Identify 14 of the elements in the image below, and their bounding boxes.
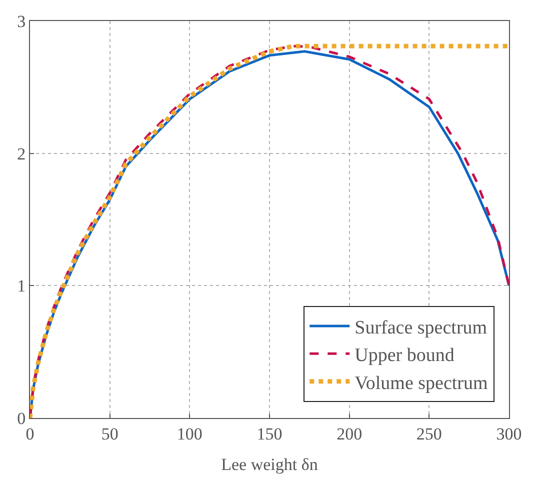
x-tick-label: 200	[336, 424, 362, 444]
x-tick-label: 50	[101, 424, 118, 444]
x-tick-label: 100	[176, 424, 202, 444]
y-tick-label: 3	[17, 12, 26, 31]
x-tick-label: 150	[256, 424, 282, 444]
legend-label: Volume spectrum	[354, 372, 488, 394]
x-tick-label: 300	[496, 424, 522, 444]
y-tick-label: 1	[17, 276, 26, 296]
y-tick-label: 0	[17, 408, 26, 428]
legend-label: Surface spectrum	[354, 317, 488, 338]
x-tick-label: 250	[416, 424, 442, 444]
legend-label: Upper bound	[354, 345, 455, 366]
y-tick-label: 2	[17, 144, 26, 164]
x-axis-title: Lee weight δn	[221, 454, 318, 474]
